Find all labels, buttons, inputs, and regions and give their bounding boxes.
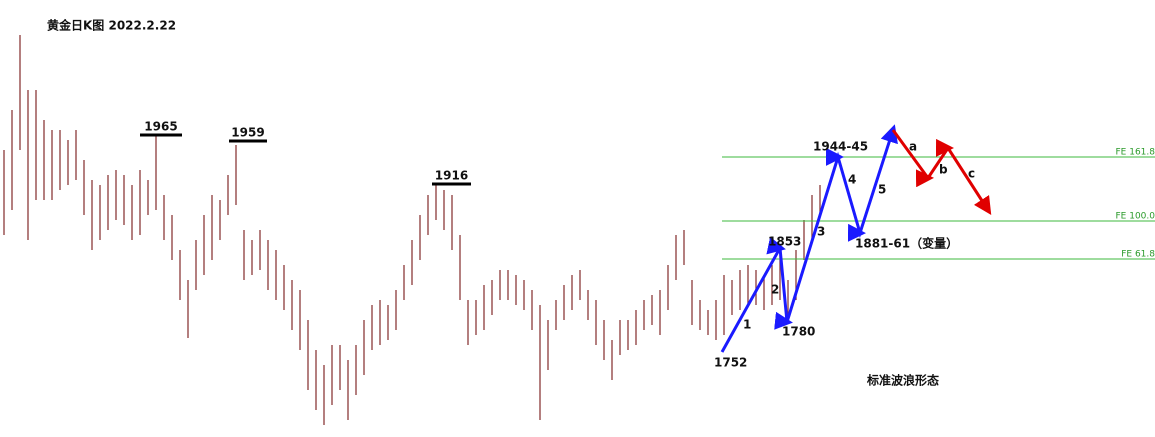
wave-price: 1853 xyxy=(768,235,801,249)
levels: 1965 1959 1916 FE 161.8 FE 100.0 FE 61.8 xyxy=(140,120,1155,260)
wave-label: 2 xyxy=(771,283,779,297)
wave-label: 3 xyxy=(817,225,825,239)
peak-label: 1965 xyxy=(144,120,177,134)
target-label: 1944-45 xyxy=(813,140,868,154)
price-bars xyxy=(3,35,821,425)
wave-label: 5 xyxy=(878,183,886,197)
peak-label: 1959 xyxy=(231,126,264,140)
correction-wave xyxy=(891,129,992,216)
wave-label: 4 xyxy=(848,173,856,187)
wave-label: c xyxy=(968,167,975,181)
wave-label: 1 xyxy=(743,318,751,332)
chart-title: 黄金日K图 2022.2.22 xyxy=(47,18,176,33)
wave-label: b xyxy=(939,163,948,177)
fe-label: FE 100.0 xyxy=(1116,212,1155,222)
target-label: 1881-61（变量） xyxy=(855,236,958,251)
wave-label: a xyxy=(909,140,917,154)
impulse-wave xyxy=(720,124,898,353)
pattern-label: 标准波浪形态 xyxy=(866,373,939,388)
wave-price: 1780 xyxy=(782,325,815,339)
fe-label: FE 161.8 xyxy=(1116,148,1155,158)
peak-label: 1916 xyxy=(435,169,468,183)
fe-label: FE 61.8 xyxy=(1121,250,1155,260)
wave-price: 1752 xyxy=(714,356,747,370)
